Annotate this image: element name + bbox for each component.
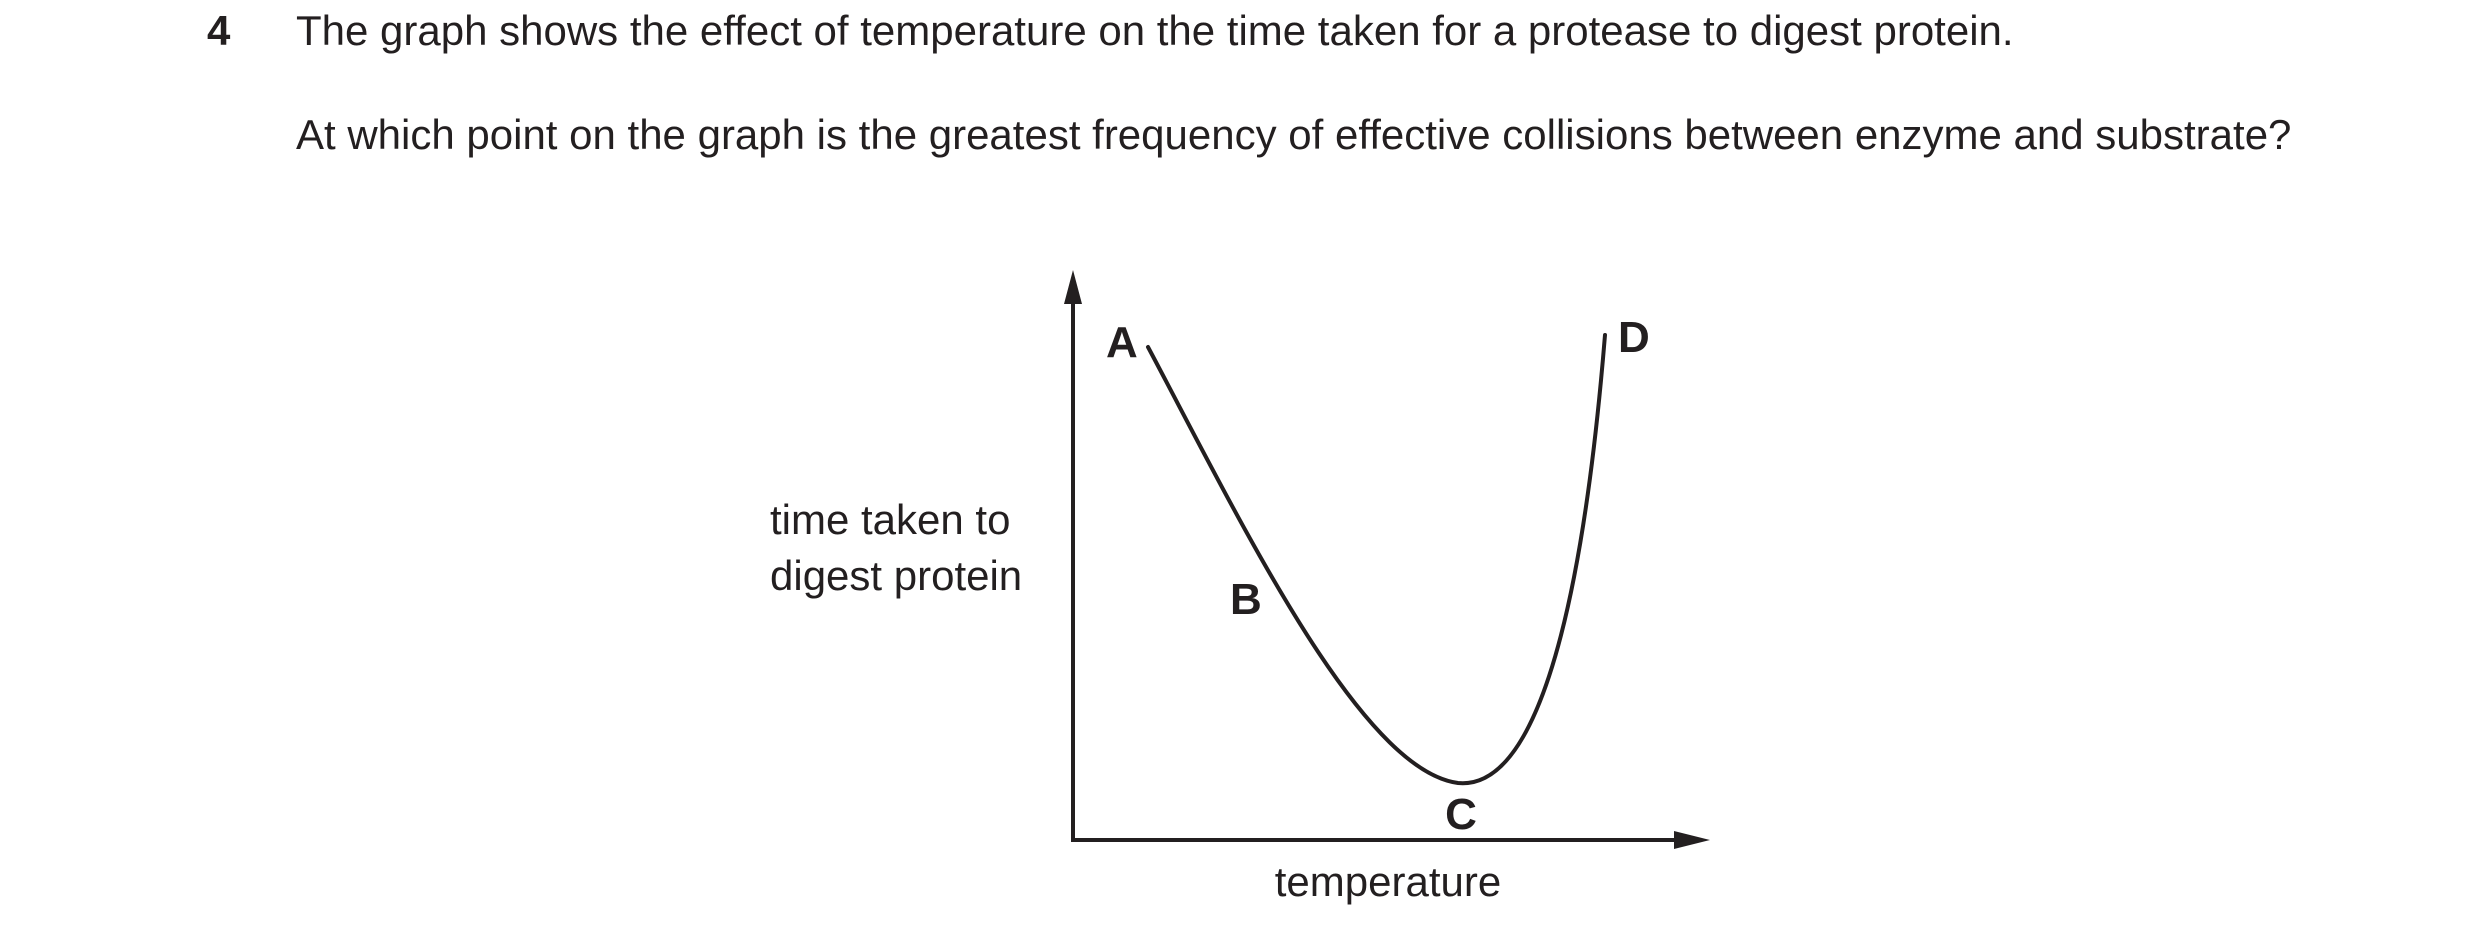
question-stem: The graph shows the effect of temperatur…: [296, 7, 2014, 54]
point-label-d: D: [1618, 313, 1650, 362]
y-axis-arrow: [1064, 270, 1082, 304]
x-axis-label: temperature: [1275, 858, 1501, 905]
question-ask: At which point on the graph is the great…: [296, 111, 2292, 158]
point-label-c: C: [1445, 790, 1477, 839]
x-axis-arrow: [1674, 831, 1710, 849]
question-number: 4: [207, 7, 231, 54]
y-axis-label-line-1: time taken to: [770, 496, 1010, 543]
curve-line: [1146, 333, 1607, 786]
point-label-a: A: [1106, 318, 1138, 367]
y-axis-label-line-2: digest protein: [770, 552, 1022, 599]
point-label-b: B: [1230, 575, 1262, 624]
